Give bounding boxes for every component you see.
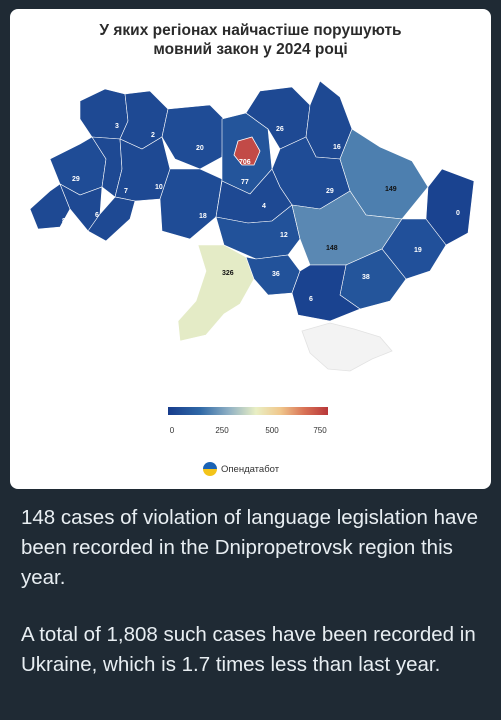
region-value: 0 — [456, 210, 460, 217]
map-title-line1: У яких регіонах найчастіше порушують — [99, 22, 402, 39]
region-value: 3 — [115, 123, 119, 130]
region-value: 6 — [309, 296, 313, 303]
region-zhytomyr — [161, 104, 225, 170]
region-value: 29 — [72, 176, 80, 183]
region-vinnytsia — [159, 168, 223, 240]
region-value: 12 — [280, 232, 288, 239]
region-value: 18 — [199, 213, 207, 220]
region-volyn — [79, 88, 129, 140]
region-value: 706 — [239, 159, 251, 166]
region-value: 148 — [326, 245, 338, 252]
region-chernivtsi — [87, 196, 136, 242]
region-value: 7 — [124, 188, 128, 195]
region-kherson — [291, 264, 361, 322]
brand-logo-row: Опендатабот — [203, 461, 279, 477]
region-value: 38 — [362, 274, 370, 281]
region-value: 20 — [196, 145, 204, 152]
region-value: 77 — [241, 179, 249, 186]
legend-tick: 750 — [313, 426, 327, 435]
legend-tick: 0 — [169, 426, 175, 435]
region-odesa — [177, 244, 255, 342]
region-value: 36 — [272, 271, 280, 278]
region-value: 149 — [385, 186, 397, 193]
region-value: 19 — [414, 247, 422, 254]
legend-tick: 250 — [215, 426, 229, 435]
message-paragraph-1: 148 cases of violation of language legis… — [21, 506, 479, 589]
region-value: 16 — [333, 144, 341, 151]
region-kyiv-city — [233, 136, 261, 166]
region-value: 10 — [155, 184, 163, 191]
ukraine-map: 3 2 20 26 16 706 29 7 10 77 29 149 6 8 4… — [29, 80, 475, 372]
region-value: 326 — [222, 270, 234, 277]
map-title: У яких регіонах найчастіше порушують мов… — [10, 21, 491, 59]
message-paragraph-2: A total of 1,808 such cases have been re… — [21, 623, 476, 676]
region-crimea — [301, 322, 393, 372]
region-value: 4 — [262, 203, 266, 210]
legend-tick: 500 — [265, 426, 279, 435]
opendatabot-logo-icon — [203, 462, 217, 476]
region-value: 2 — [151, 132, 155, 139]
region-value: 8 — [62, 218, 66, 225]
region-value: 29 — [326, 188, 334, 195]
legend-color-scale — [168, 407, 328, 415]
brand-name: Опендатабот — [221, 463, 280, 475]
map-title-line2: мовний закон у 2024 році — [153, 41, 348, 58]
region-value: 6 — [95, 212, 99, 219]
map-card: У яких регіонах найчастіше порушують мов… — [10, 9, 491, 489]
region-value: 26 — [276, 126, 284, 133]
